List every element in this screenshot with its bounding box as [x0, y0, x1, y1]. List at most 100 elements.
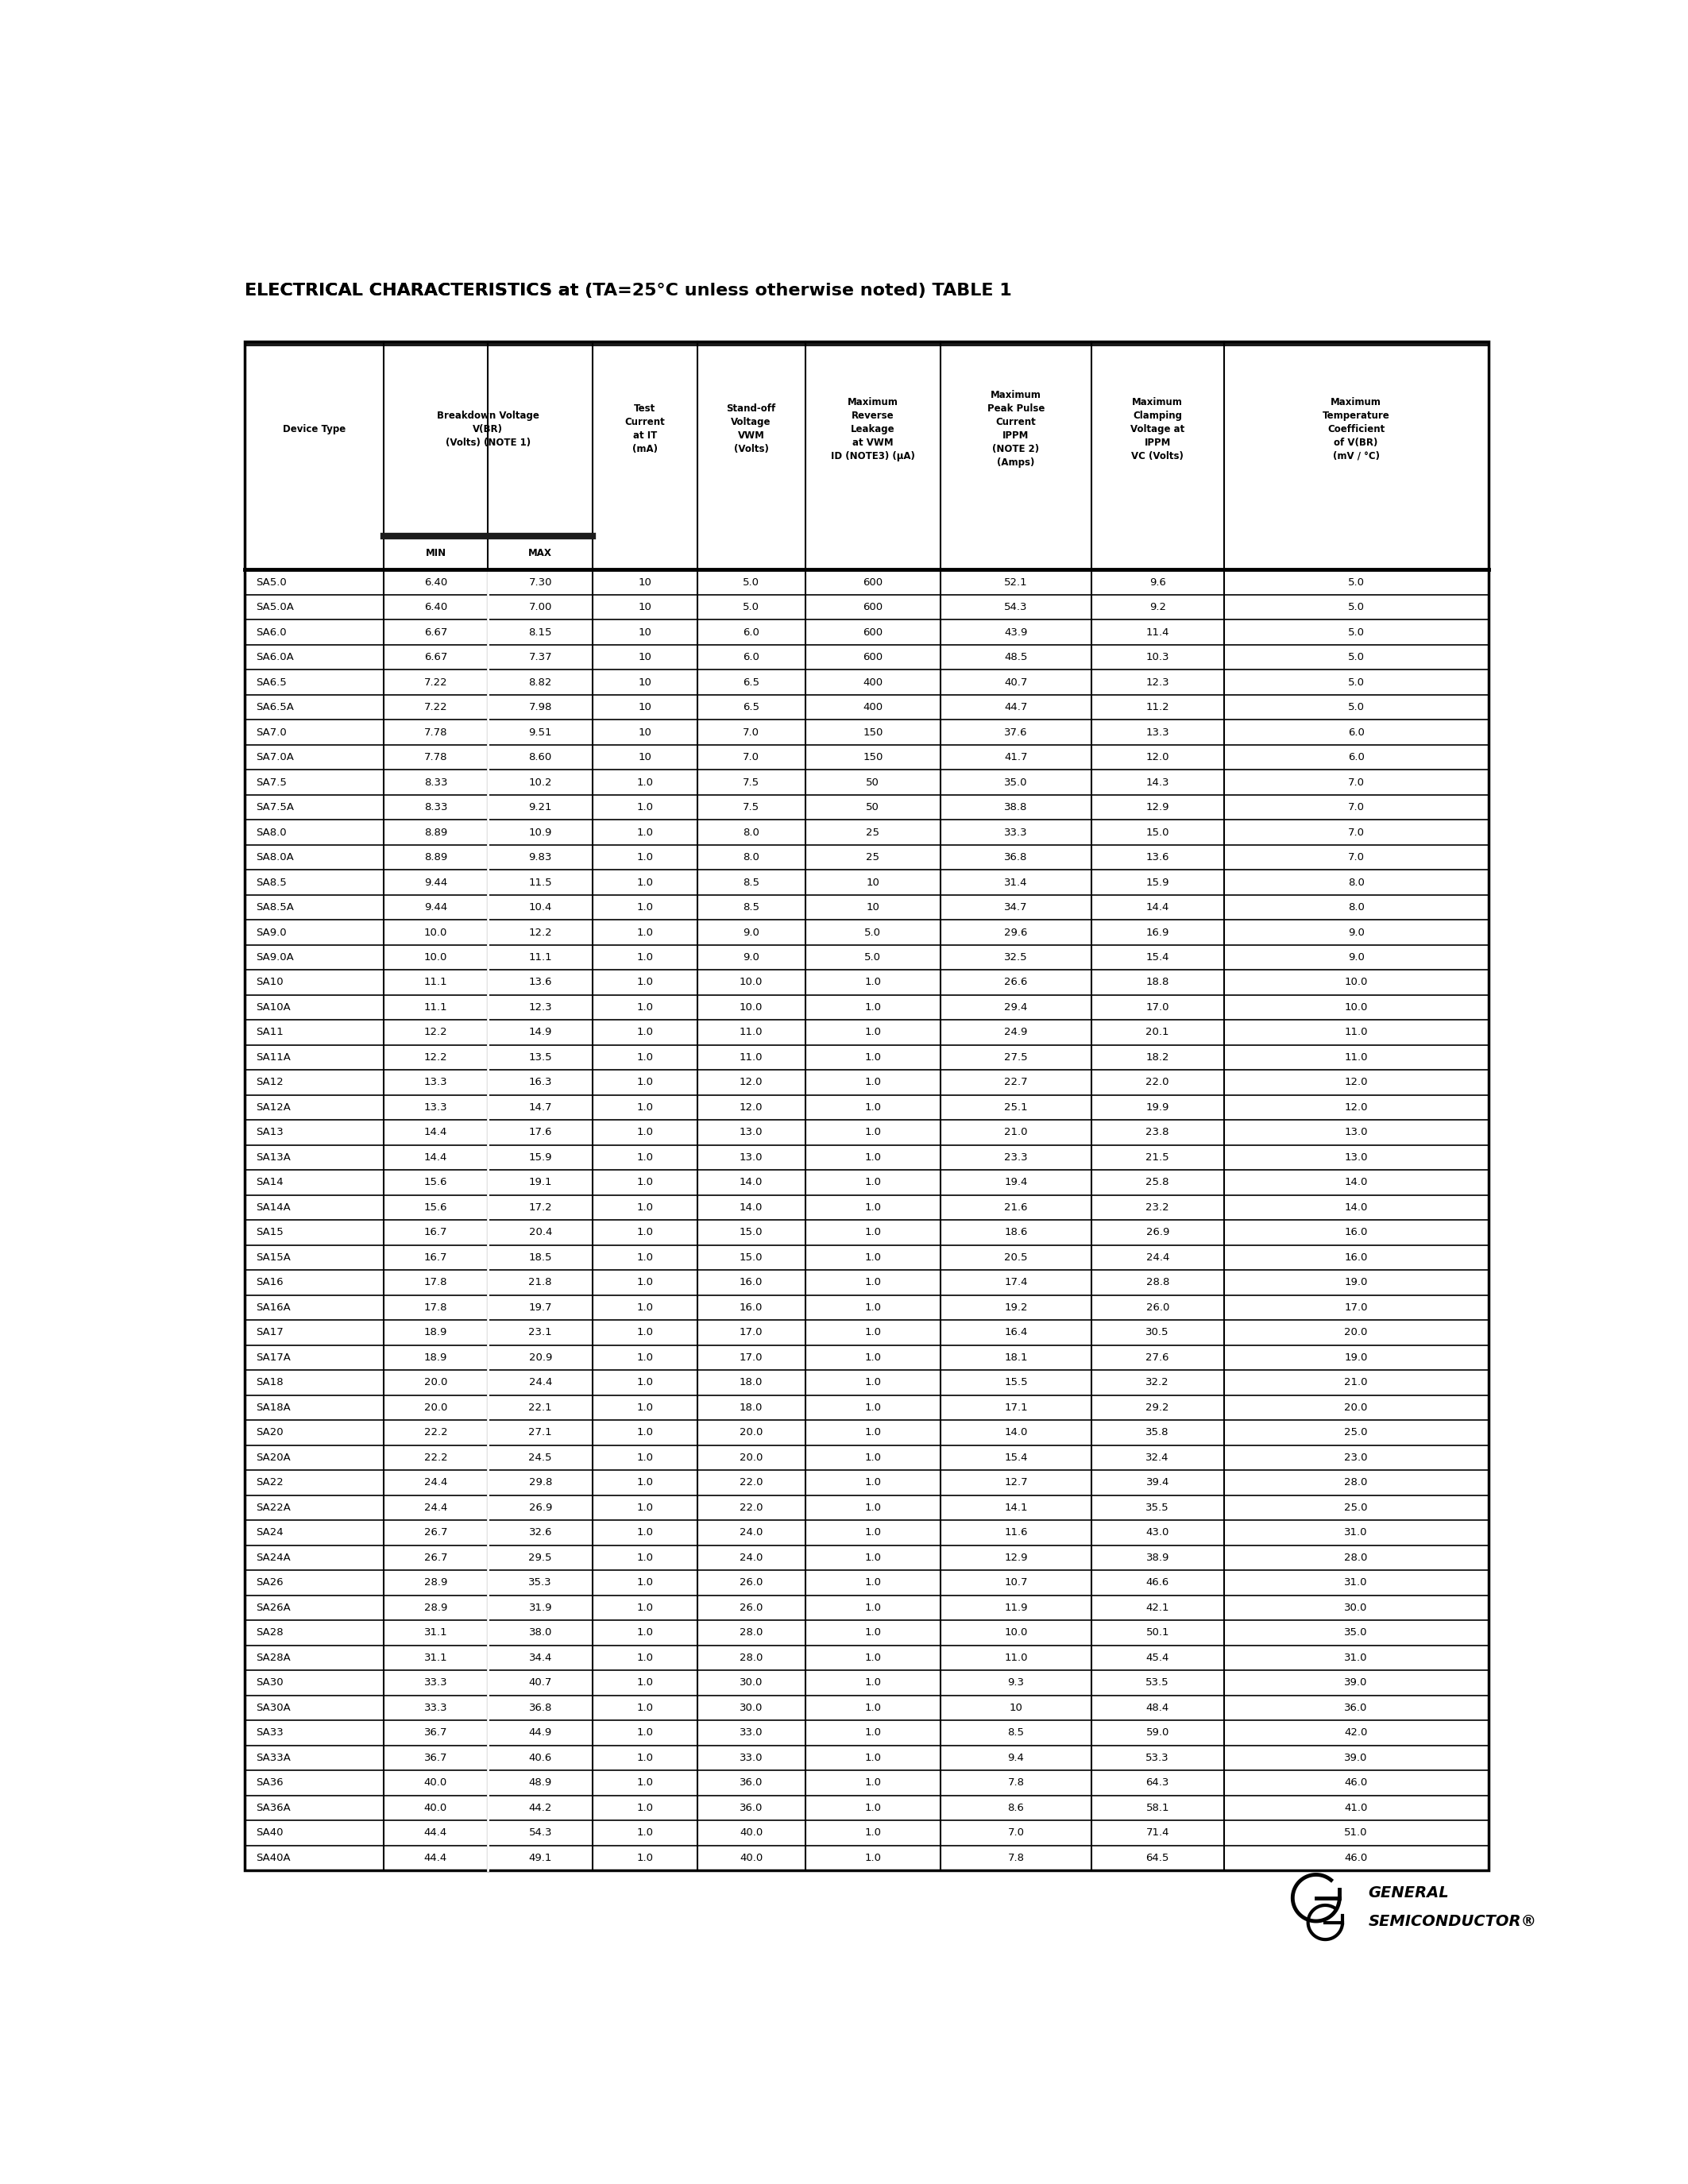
Text: 8.82: 8.82: [528, 677, 552, 688]
Text: 44.9: 44.9: [528, 1728, 552, 1738]
Text: 15.4: 15.4: [1146, 952, 1170, 963]
Text: 1.0: 1.0: [864, 1127, 881, 1138]
Text: 11.1: 11.1: [528, 952, 552, 963]
Text: 7.30: 7.30: [528, 577, 552, 587]
Text: 14.4: 14.4: [1146, 902, 1170, 913]
Text: 53.5: 53.5: [1146, 1677, 1170, 1688]
Text: 23.2: 23.2: [1146, 1203, 1170, 1212]
Text: 29.8: 29.8: [528, 1479, 552, 1487]
Text: 29.5: 29.5: [528, 1553, 552, 1564]
Text: 44.4: 44.4: [424, 1828, 447, 1839]
Text: 1.0: 1.0: [864, 1428, 881, 1437]
Text: 39.0: 39.0: [1344, 1752, 1367, 1762]
Text: 9.3: 9.3: [1008, 1677, 1025, 1688]
Text: 1.0: 1.0: [636, 1378, 653, 1387]
Text: 18.0: 18.0: [739, 1402, 763, 1413]
Text: 13.0: 13.0: [1344, 1127, 1367, 1138]
Text: 1.0: 1.0: [864, 1153, 881, 1162]
Text: 44.7: 44.7: [1004, 701, 1028, 712]
Text: 1.0: 1.0: [636, 1177, 653, 1188]
Text: 22.2: 22.2: [424, 1452, 447, 1463]
Text: 1.0: 1.0: [636, 1677, 653, 1688]
Text: 44.2: 44.2: [528, 1802, 552, 1813]
Text: 42.0: 42.0: [1344, 1728, 1367, 1738]
Text: 13.6: 13.6: [528, 976, 552, 987]
Text: 54.3: 54.3: [1004, 603, 1028, 612]
Text: 26.9: 26.9: [1146, 1227, 1170, 1238]
Text: SA12A: SA12A: [257, 1103, 290, 1112]
Text: 24.5: 24.5: [528, 1452, 552, 1463]
Text: 9.83: 9.83: [528, 852, 552, 863]
Text: 33.3: 33.3: [424, 1704, 447, 1712]
Text: 22.0: 22.0: [739, 1479, 763, 1487]
Text: 30.0: 30.0: [739, 1704, 763, 1712]
Text: 1.0: 1.0: [636, 1352, 653, 1363]
Text: 36.7: 36.7: [424, 1752, 447, 1762]
Text: 28.9: 28.9: [424, 1577, 447, 1588]
Text: 7.37: 7.37: [528, 653, 552, 662]
Text: 8.0: 8.0: [1347, 902, 1364, 913]
Text: 17.0: 17.0: [1344, 1302, 1367, 1313]
Text: 6.67: 6.67: [424, 627, 447, 638]
Text: 17.0: 17.0: [739, 1352, 763, 1363]
Text: 17.4: 17.4: [1004, 1278, 1028, 1289]
Text: 7.78: 7.78: [424, 727, 447, 738]
Text: 13.6: 13.6: [1146, 852, 1170, 863]
Text: 1.0: 1.0: [636, 1053, 653, 1064]
Text: SA17: SA17: [257, 1328, 284, 1339]
Text: 71.4: 71.4: [1146, 1828, 1170, 1839]
Text: 46.0: 46.0: [1344, 1852, 1367, 1863]
Text: SEMICONDUCTOR®: SEMICONDUCTOR®: [1369, 1913, 1536, 1928]
Text: Test
Current
at IT
(mA): Test Current at IT (mA): [625, 404, 665, 454]
Text: 22.7: 22.7: [1004, 1077, 1028, 1088]
Text: 1.0: 1.0: [864, 1378, 881, 1387]
Text: 1.0: 1.0: [636, 1728, 653, 1738]
Text: 11.2: 11.2: [1146, 701, 1170, 712]
Text: ELECTRICAL CHARACTERISTICS at (TA=25°C unless otherwise noted) TABLE 1: ELECTRICAL CHARACTERISTICS at (TA=25°C u…: [245, 284, 1013, 299]
Text: 42.1: 42.1: [1146, 1603, 1170, 1614]
Text: 11.0: 11.0: [1344, 1026, 1367, 1037]
Text: 25.8: 25.8: [1146, 1177, 1170, 1188]
Text: SA10: SA10: [257, 976, 284, 987]
Text: 30.5: 30.5: [1146, 1328, 1170, 1339]
Text: 10: 10: [866, 902, 879, 913]
Text: 1.0: 1.0: [864, 1527, 881, 1538]
Text: 30.0: 30.0: [1344, 1603, 1367, 1614]
Text: 14.0: 14.0: [739, 1177, 763, 1188]
Text: 1.0: 1.0: [636, 1227, 653, 1238]
Text: 18.0: 18.0: [739, 1378, 763, 1387]
Text: 6.0: 6.0: [743, 653, 760, 662]
Text: 21.8: 21.8: [528, 1278, 552, 1289]
Text: 20.0: 20.0: [739, 1452, 763, 1463]
Text: 26.7: 26.7: [424, 1527, 447, 1538]
Text: 46.6: 46.6: [1146, 1577, 1170, 1588]
Text: 16.0: 16.0: [1344, 1227, 1367, 1238]
Text: 7.98: 7.98: [528, 701, 552, 712]
Text: 10.4: 10.4: [528, 902, 552, 913]
Text: 32.4: 32.4: [1146, 1452, 1170, 1463]
Text: 27.5: 27.5: [1004, 1053, 1028, 1064]
Text: 19.0: 19.0: [1344, 1352, 1367, 1363]
Text: 12.0: 12.0: [739, 1077, 763, 1088]
Text: 5.0: 5.0: [864, 952, 881, 963]
Text: 6.0: 6.0: [1347, 727, 1364, 738]
Text: 9.0: 9.0: [743, 952, 760, 963]
Text: SA24A: SA24A: [257, 1553, 290, 1564]
Text: 1.0: 1.0: [864, 1603, 881, 1614]
Text: 31.0: 31.0: [1344, 1577, 1367, 1588]
Text: 8.0: 8.0: [743, 828, 760, 836]
Text: 28.0: 28.0: [739, 1653, 763, 1662]
Text: 32.6: 32.6: [528, 1527, 552, 1538]
Text: 6.5: 6.5: [743, 677, 760, 688]
Text: 44.4: 44.4: [424, 1852, 447, 1863]
Text: 1.0: 1.0: [636, 1653, 653, 1662]
Text: 7.0: 7.0: [743, 727, 760, 738]
Text: 7.0: 7.0: [1347, 778, 1364, 788]
Text: 17.2: 17.2: [528, 1203, 552, 1212]
Text: 39.0: 39.0: [1344, 1677, 1367, 1688]
Text: 24.4: 24.4: [1146, 1251, 1170, 1262]
Text: 48.4: 48.4: [1146, 1704, 1170, 1712]
Text: SA36: SA36: [257, 1778, 284, 1789]
Text: 18.9: 18.9: [424, 1352, 447, 1363]
Text: 15.0: 15.0: [739, 1227, 763, 1238]
